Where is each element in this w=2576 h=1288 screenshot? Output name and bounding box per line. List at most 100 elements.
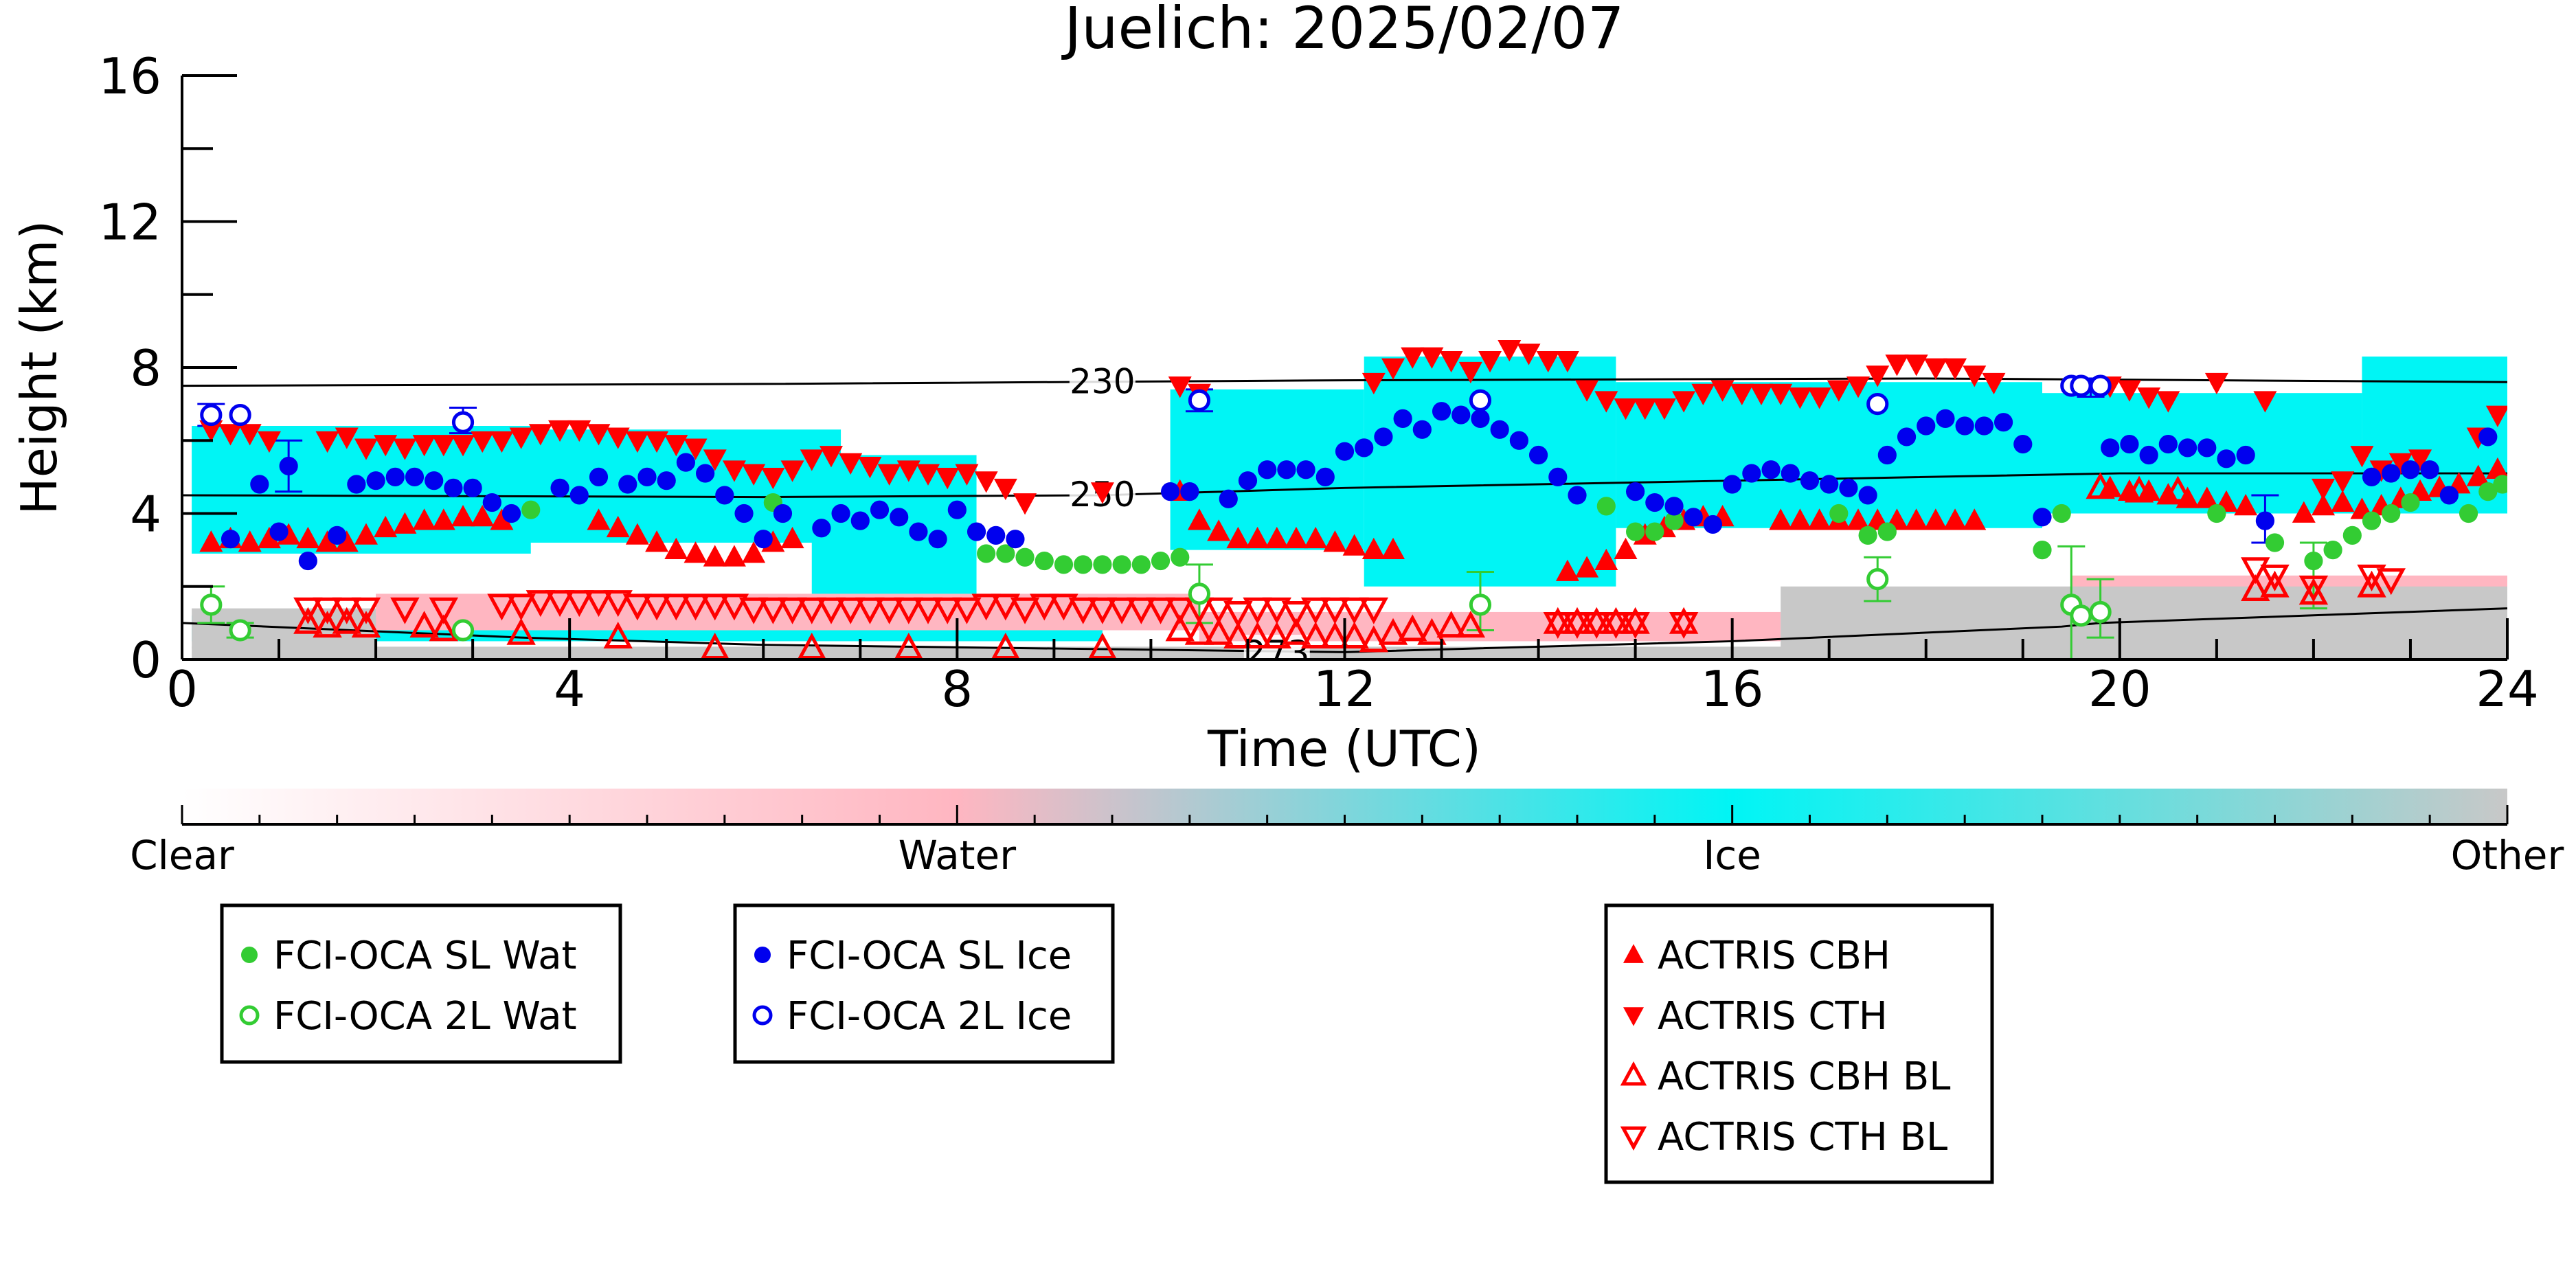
- data-point: [754, 530, 773, 549]
- data-point: [2485, 405, 2507, 427]
- contour-line-230: [182, 377, 2507, 387]
- data-point: [1035, 551, 1054, 571]
- data-point: [1469, 389, 1492, 411]
- legend-frame: [1604, 903, 1994, 1184]
- colorbar-label-other: Other: [2451, 832, 2564, 879]
- data-point: [2382, 464, 2401, 483]
- data-point: [1165, 614, 1195, 642]
- data-point: [1340, 622, 1369, 649]
- data-point: [1645, 522, 1664, 541]
- data-point: [1846, 376, 1871, 398]
- x-tick-label: 8: [941, 660, 973, 718]
- data-point: [719, 594, 749, 621]
- data-point: [1015, 547, 1035, 567]
- data-point: [2195, 486, 2219, 508]
- data-point: [2052, 504, 2071, 523]
- legend-box-1: FCI-OCA SL Wat FCI-OCA 2L Wat: [220, 903, 622, 1064]
- data-point: [2408, 449, 2432, 471]
- data-point: [797, 632, 826, 659]
- data-point: [451, 435, 475, 457]
- data-point: [409, 611, 439, 638]
- data-point: [625, 431, 649, 453]
- data-point: [967, 522, 986, 541]
- classification-region-other: [1781, 586, 2507, 649]
- data-point: [2033, 541, 2052, 560]
- data-point: [328, 526, 347, 545]
- data-point: [1381, 537, 1405, 560]
- data-point: [1049, 594, 1078, 621]
- data-point: [1829, 504, 1849, 523]
- data-point: [916, 464, 940, 486]
- data-point: [1614, 537, 1638, 560]
- data-point: [471, 431, 495, 453]
- data-point: [2070, 374, 2092, 397]
- data-point: [664, 435, 688, 457]
- legend-label-actris-cth: ACTRIS CTH: [1658, 994, 1888, 1039]
- data-point: [1107, 597, 1137, 624]
- data-point: [431, 435, 455, 457]
- data-point: [1982, 372, 2006, 395]
- data-point: [1378, 618, 1408, 645]
- data-point: [1568, 486, 1587, 505]
- data-point: [1594, 391, 1618, 413]
- data-point: [1204, 597, 1234, 624]
- data-point: [509, 427, 533, 449]
- data-point: [354, 438, 378, 460]
- data-point: [1165, 597, 1195, 624]
- data-point: [2298, 575, 2329, 602]
- data-point: [374, 515, 398, 538]
- data-point: [1769, 508, 1793, 530]
- data-point: [603, 590, 633, 618]
- data-point: [393, 512, 417, 534]
- data-point: [2117, 380, 2141, 402]
- contour-label-273: 273: [1244, 633, 1309, 673]
- data-point: [1664, 511, 1684, 530]
- data-point: [1596, 497, 1616, 516]
- data-point: [587, 424, 611, 446]
- data-point: [1458, 361, 1482, 384]
- data-point: [986, 526, 1006, 545]
- data-point: [645, 431, 669, 453]
- data-point: [1820, 475, 1839, 494]
- data-point: [1112, 555, 1131, 574]
- data-point: [1866, 365, 1890, 387]
- data-point: [2236, 445, 2255, 465]
- data-point: [928, 530, 947, 549]
- data-point: [1219, 489, 1238, 508]
- data-point: [506, 594, 536, 621]
- data-point: [1006, 530, 1025, 549]
- data-point: [642, 594, 672, 621]
- data-point: [1030, 594, 1059, 621]
- data-point: [451, 411, 475, 433]
- data-point: [1451, 405, 1471, 425]
- data-point: [662, 594, 691, 621]
- data-point: [229, 403, 251, 427]
- data-point: [351, 597, 381, 624]
- data-point: [200, 594, 223, 616]
- data-point: [835, 597, 866, 624]
- data-point: [977, 544, 996, 563]
- data-point: [1478, 350, 1502, 373]
- data-point: [890, 508, 909, 527]
- data-point: [1614, 398, 1638, 420]
- data-point: [1296, 460, 1315, 479]
- data-point: [2120, 434, 2139, 454]
- data-point: [1620, 611, 1650, 639]
- data-point: [909, 522, 928, 541]
- data-point: [1320, 597, 1350, 624]
- data-point: [657, 471, 676, 490]
- data-point: [1417, 618, 1447, 645]
- data-point: [622, 594, 653, 621]
- data-point: [2401, 460, 2420, 479]
- data-point: [199, 530, 223, 552]
- data-point: [569, 486, 589, 505]
- data-point: [780, 460, 804, 482]
- data-point: [1594, 548, 1618, 570]
- data-point: [1730, 383, 1754, 406]
- data-point: [2253, 391, 2277, 413]
- colorbar-label-ice: Ice: [1703, 832, 1761, 879]
- data-point: [2350, 446, 2374, 468]
- legend-label-fci-oca-2l-ice: FCI-OCA 2L Ice: [787, 994, 1072, 1039]
- data-point: [390, 597, 420, 624]
